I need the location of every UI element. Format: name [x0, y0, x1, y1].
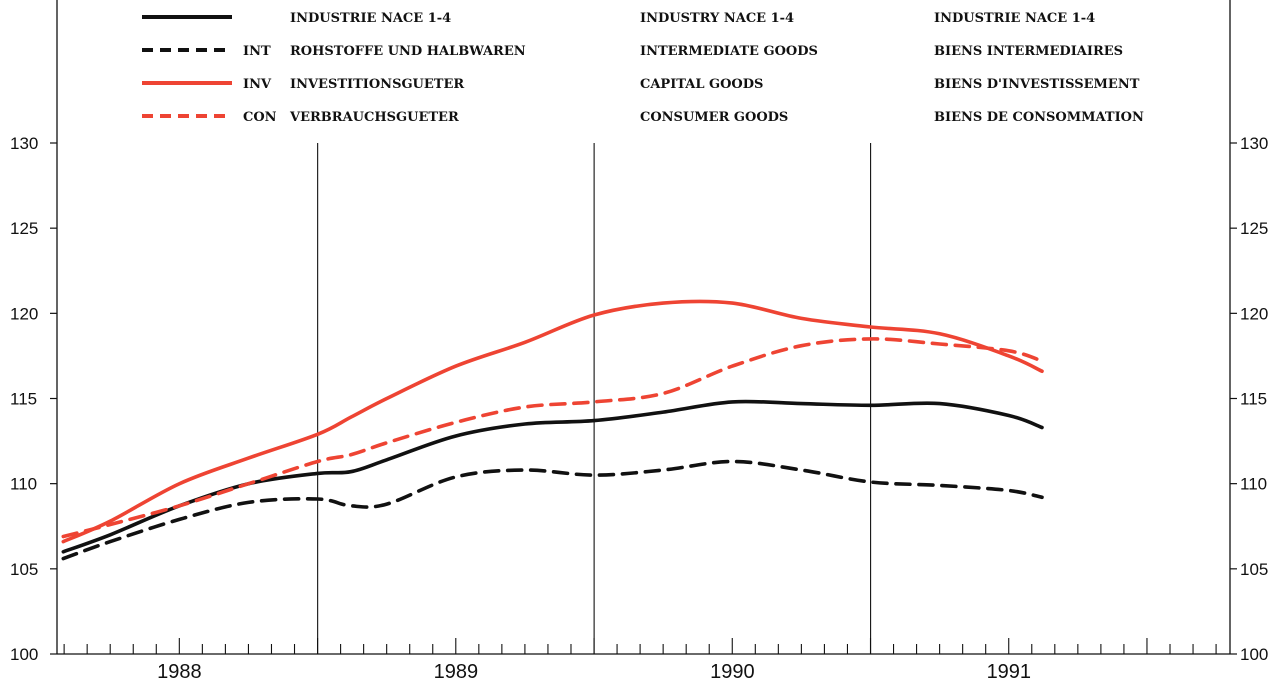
y-tick-label-left: 105	[10, 560, 38, 579]
y-tick-label-right: 120	[1240, 304, 1268, 323]
x-year-label: 1988	[157, 661, 202, 683]
series-con-line	[61, 337, 1044, 539]
legend-label-fr: BIENS INTERMEDIAIRES	[934, 44, 1123, 59]
series-industrie-line	[61, 399, 1044, 554]
y-tick-label-right: 115	[1240, 390, 1267, 409]
y-tick-label-left: 130	[10, 134, 38, 153]
y-tick-label-right: 100	[1240, 645, 1268, 664]
y-tick-label-left: 115	[10, 390, 37, 409]
legend-label-de: VERBRAUCHSGUETER	[289, 110, 459, 125]
legend-label-en: CONSUMER GOODS	[640, 110, 788, 125]
series-int-line	[61, 459, 1044, 561]
legend-label-fr: INDUSTRIE NACE 1-4	[934, 11, 1095, 26]
y-tick-label-left: 125	[10, 219, 38, 238]
legend: INDUSTRIE NACE 1-4 INDUSTRY NACE 1-4 INDUS…	[142, 11, 1144, 125]
series-inv-line	[61, 299, 1044, 544]
legend-label-fr: BIENS D'INVESTISSEMENT	[934, 77, 1140, 92]
y-tick-label-right: 105	[1240, 560, 1268, 579]
legend-label-fr: BIENS DE CONSOMMATION	[934, 110, 1144, 125]
series-lines	[61, 299, 1044, 561]
legend-label-de: INDUSTRIE NACE 1-4	[290, 11, 451, 26]
x-year-label: 1989	[434, 661, 479, 683]
y-tick-label-right: 110	[1240, 475, 1267, 494]
y-tick-label-right: 130	[1240, 134, 1268, 153]
legend-label-en: CAPITAL GOODS	[640, 77, 763, 92]
legend-label-de: INVESTITIONSGUETER	[290, 77, 464, 92]
y-tick-label-left: 110	[10, 475, 37, 494]
axes: 100 100 105 105 110 110 115 115 120 120 125 125 130 1…	[10, 0, 1268, 683]
y-tick-label-left: 100	[10, 645, 38, 664]
legend-label-en: INTERMEDIATE GOODS	[640, 44, 818, 59]
y-tick-label-right: 125	[1240, 219, 1268, 238]
x-year-label: 1991	[987, 661, 1032, 683]
legend-label-en: INDUSTRY NACE 1-4	[640, 11, 794, 26]
legend-label-de: ROHSTOFFE UND HALBWAREN	[290, 44, 526, 59]
legend-label-code: INT	[243, 44, 271, 59]
legend-label-code: INV	[243, 77, 272, 92]
x-year-label: 1990	[710, 661, 755, 683]
legend-label-code: CON	[243, 110, 277, 125]
y-tick-label-left: 120	[10, 304, 38, 323]
